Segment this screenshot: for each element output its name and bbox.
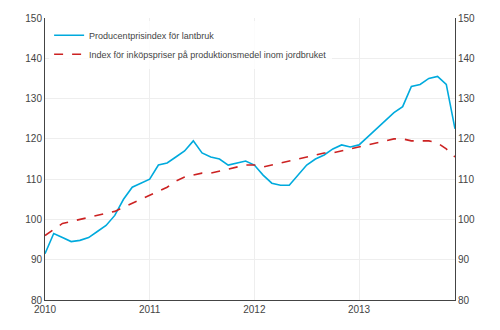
svg-text:110: 110 xyxy=(26,174,42,185)
svg-text:2012: 2012 xyxy=(243,304,266,315)
svg-text:Producentprisindex för lantbru: Producentprisindex för lantbruk xyxy=(89,31,214,41)
svg-text:80: 80 xyxy=(31,295,43,306)
svg-text:90: 90 xyxy=(458,254,470,265)
svg-text:90: 90 xyxy=(31,254,43,265)
svg-text:140: 140 xyxy=(25,53,42,64)
svg-text:120: 120 xyxy=(25,133,42,144)
svg-text:100: 100 xyxy=(25,214,42,225)
svg-text:150: 150 xyxy=(458,13,475,24)
svg-text:110: 110 xyxy=(458,174,474,185)
svg-text:2013: 2013 xyxy=(348,304,371,315)
svg-text:130: 130 xyxy=(25,93,42,104)
svg-text:150: 150 xyxy=(25,13,42,24)
svg-text:2011: 2011 xyxy=(139,304,161,315)
svg-text:130: 130 xyxy=(458,93,475,104)
svg-text:2010: 2010 xyxy=(34,304,57,315)
svg-text:80: 80 xyxy=(458,295,470,306)
svg-text:100: 100 xyxy=(458,214,475,225)
svg-text:Index för inköpspriser på prod: Index för inköpspriser på produktionsmed… xyxy=(89,50,326,60)
svg-text:120: 120 xyxy=(458,133,475,144)
svg-text:140: 140 xyxy=(458,53,475,64)
